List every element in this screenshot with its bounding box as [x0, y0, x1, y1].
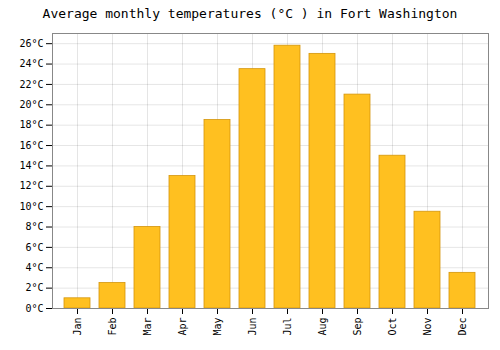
svg-text:14°C: 14°C — [19, 160, 43, 171]
svg-text:Oct: Oct — [387, 318, 398, 336]
svg-text:Jun: Jun — [247, 318, 258, 336]
svg-text:18°C: 18°C — [19, 119, 43, 130]
svg-text:4°C: 4°C — [25, 262, 43, 273]
svg-text:26°C: 26°C — [19, 38, 43, 49]
html-text:Average monthly temperatures (: Average monthly temperatures (°C ) in Fo… — [42, 6, 458, 21]
svg-text:20°C: 20°C — [19, 99, 43, 110]
svg-text:Jan: Jan — [72, 318, 83, 336]
svg-text:12°C: 12°C — [19, 180, 43, 191]
svg-text:Jul: Jul — [282, 318, 293, 336]
svg-text:8°C: 8°C — [25, 221, 43, 232]
svg-text:16°C: 16°C — [19, 140, 43, 151]
svg-text:Apr: Apr — [177, 318, 188, 336]
svg-text:Feb: Feb — [107, 318, 118, 336]
svg-text:Aug: Aug — [317, 318, 328, 336]
svg-text:10°C: 10°C — [19, 201, 43, 212]
svg-text:22°C: 22°C — [19, 79, 43, 90]
svg-text:Dec: Dec — [457, 318, 468, 336]
svg-text:May: May — [212, 318, 223, 336]
svg-text:Mar: Mar — [142, 318, 153, 336]
svg-text:Nov: Nov — [422, 318, 433, 336]
svg-text:2°C: 2°C — [25, 282, 43, 293]
svg-text:24°C: 24°C — [19, 58, 43, 69]
svg-text:Sep: Sep — [352, 318, 363, 336]
svg-text:6°C: 6°C — [25, 242, 43, 253]
svg-text:0°C: 0°C — [25, 303, 43, 314]
